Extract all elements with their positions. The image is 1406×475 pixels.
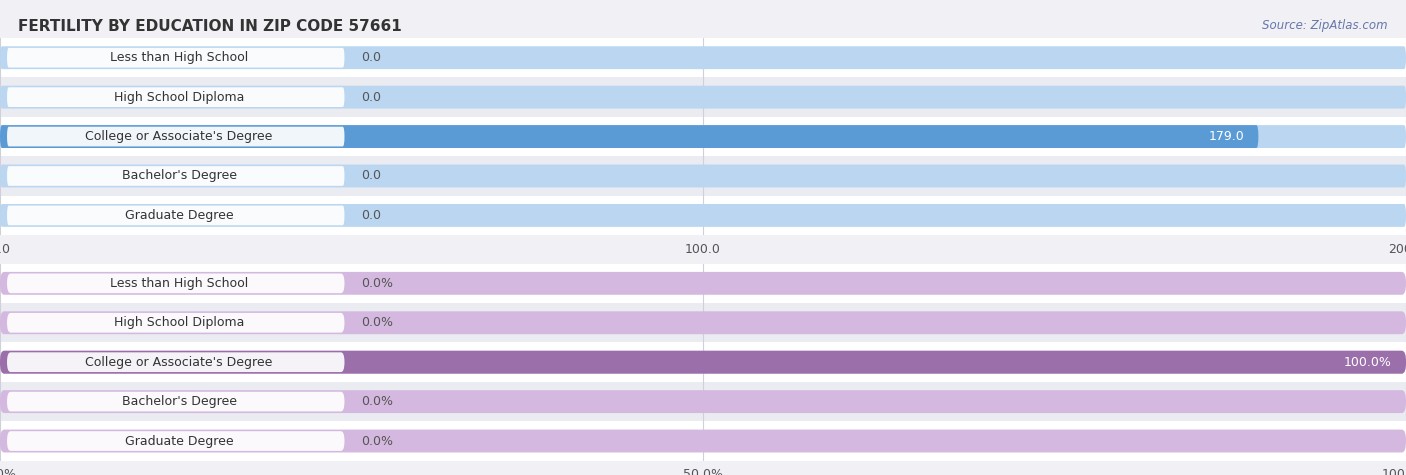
Text: 0.0: 0.0	[361, 209, 381, 222]
FancyBboxPatch shape	[0, 125, 1258, 148]
FancyBboxPatch shape	[7, 313, 344, 332]
Bar	[0, 156, 1406, 196]
FancyBboxPatch shape	[0, 86, 1406, 109]
Bar	[0, 382, 1406, 421]
FancyBboxPatch shape	[0, 351, 1406, 374]
Bar	[0, 264, 1406, 303]
FancyBboxPatch shape	[0, 311, 1406, 334]
Text: 0.0%: 0.0%	[361, 395, 394, 408]
FancyBboxPatch shape	[0, 204, 1406, 227]
Text: Bachelor's Degree: Bachelor's Degree	[122, 170, 236, 182]
FancyBboxPatch shape	[0, 164, 1406, 188]
Text: College or Associate's Degree: College or Associate's Degree	[86, 130, 273, 143]
Bar	[0, 303, 1406, 342]
FancyBboxPatch shape	[0, 46, 1406, 69]
Text: High School Diploma: High School Diploma	[114, 91, 245, 104]
Text: Source: ZipAtlas.com: Source: ZipAtlas.com	[1263, 19, 1388, 32]
FancyBboxPatch shape	[0, 390, 1406, 413]
Text: Less than High School: Less than High School	[110, 277, 249, 290]
Text: College or Associate's Degree: College or Associate's Degree	[86, 356, 273, 369]
Text: Graduate Degree: Graduate Degree	[125, 435, 233, 447]
Text: 100.0%: 100.0%	[1344, 356, 1392, 369]
FancyBboxPatch shape	[0, 351, 1406, 374]
Text: Graduate Degree: Graduate Degree	[125, 209, 233, 222]
FancyBboxPatch shape	[0, 272, 1406, 295]
Text: 0.0%: 0.0%	[361, 435, 394, 447]
Text: Bachelor's Degree: Bachelor's Degree	[122, 395, 236, 408]
Text: High School Diploma: High School Diploma	[114, 316, 245, 329]
Text: 0.0%: 0.0%	[361, 277, 394, 290]
FancyBboxPatch shape	[7, 127, 344, 146]
Bar	[0, 117, 1406, 156]
Text: 179.0: 179.0	[1209, 130, 1244, 143]
FancyBboxPatch shape	[7, 274, 344, 293]
FancyBboxPatch shape	[7, 431, 344, 451]
Text: 0.0: 0.0	[361, 91, 381, 104]
Bar	[0, 38, 1406, 77]
Text: FERTILITY BY EDUCATION IN ZIP CODE 57661: FERTILITY BY EDUCATION IN ZIP CODE 57661	[18, 19, 402, 34]
Bar	[0, 77, 1406, 117]
Text: 0.0: 0.0	[361, 51, 381, 64]
Bar	[0, 342, 1406, 382]
FancyBboxPatch shape	[7, 352, 344, 372]
FancyBboxPatch shape	[0, 125, 1406, 148]
FancyBboxPatch shape	[7, 392, 344, 411]
FancyBboxPatch shape	[0, 429, 1406, 453]
Text: 0.0%: 0.0%	[361, 316, 394, 329]
FancyBboxPatch shape	[7, 206, 344, 225]
FancyBboxPatch shape	[7, 48, 344, 67]
FancyBboxPatch shape	[7, 87, 344, 107]
Bar	[0, 421, 1406, 461]
Text: 0.0: 0.0	[361, 170, 381, 182]
Bar	[0, 196, 1406, 235]
FancyBboxPatch shape	[7, 166, 344, 186]
Text: Less than High School: Less than High School	[110, 51, 249, 64]
